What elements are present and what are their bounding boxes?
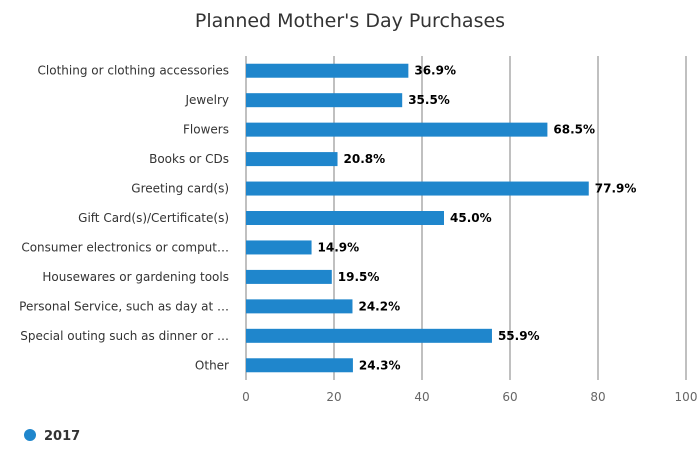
bar-0[interactable] (246, 63, 409, 78)
data-label-3: 20.8% (344, 152, 386, 166)
x-axis-tick-labels: 0 20 40 60 80 100 (242, 390, 697, 404)
bar-3[interactable] (246, 152, 338, 167)
bar-4[interactable] (246, 181, 589, 196)
category-label-1: Jewelry (185, 93, 230, 107)
data-label-5: 45.0% (450, 211, 492, 225)
x-tick-label-80: 80 (590, 390, 605, 404)
data-label-1: 35.5% (408, 93, 450, 107)
x-tick-label-100: 100 (675, 390, 698, 404)
data-label-10: 24.3% (359, 358, 401, 372)
x-tick-label-60: 60 (502, 390, 517, 404)
category-label-8: Personal Service, such as day at … (19, 299, 229, 313)
data-label-0: 36.9% (414, 64, 456, 78)
category-label-9: Special outing such as dinner or … (20, 329, 229, 343)
bar-5[interactable] (246, 211, 444, 225)
bar-1[interactable] (246, 93, 403, 108)
x-tick-label-40: 40 (414, 390, 429, 404)
legend-item-2017[interactable]: 2017 (44, 429, 80, 444)
data-label-7: 19.5% (338, 270, 380, 284)
category-label-2: Flowers (183, 123, 229, 137)
category-label-3: Books or CDs (149, 152, 229, 166)
bars (246, 63, 589, 373)
bar-7[interactable] (246, 269, 332, 284)
legend[interactable]: 2017 (24, 429, 80, 444)
legend-marker-icon[interactable] (24, 429, 36, 441)
category-label-10: Other (195, 358, 229, 372)
category-label-7: Housewares or gardening tools (42, 270, 229, 284)
category-labels: Clothing or clothing accessories Jewelry F… (19, 64, 229, 373)
data-label-6: 14.9% (318, 240, 360, 254)
category-label-0: Clothing or clothing accessories (38, 64, 229, 78)
data-label-4: 77.9% (595, 182, 637, 196)
bar-10[interactable] (246, 358, 353, 373)
x-tick-label-0: 0 (242, 390, 250, 404)
data-labels: 36.9% 35.5% 68.5% 20.8% 77.9% 45.0% 14.9% 19.5%… (318, 64, 637, 373)
bar-8[interactable] (246, 299, 353, 314)
bar-9[interactable] (246, 328, 492, 343)
x-tick-label-20: 20 (326, 390, 341, 404)
data-label-8: 24.2% (358, 299, 400, 313)
bar-2[interactable] (246, 122, 548, 137)
category-label-4: Greeting card(s) (131, 182, 229, 196)
data-label-9: 55.9% (498, 329, 540, 343)
category-label-5: Gift Card(s)/Certificate(s) (78, 211, 229, 225)
data-label-2: 68.5% (553, 123, 595, 137)
bar-6[interactable] (246, 240, 312, 255)
category-label-6: Consumer electronics or comput… (21, 240, 229, 254)
chart-title: Planned Mother's Day Purchases (195, 10, 505, 32)
